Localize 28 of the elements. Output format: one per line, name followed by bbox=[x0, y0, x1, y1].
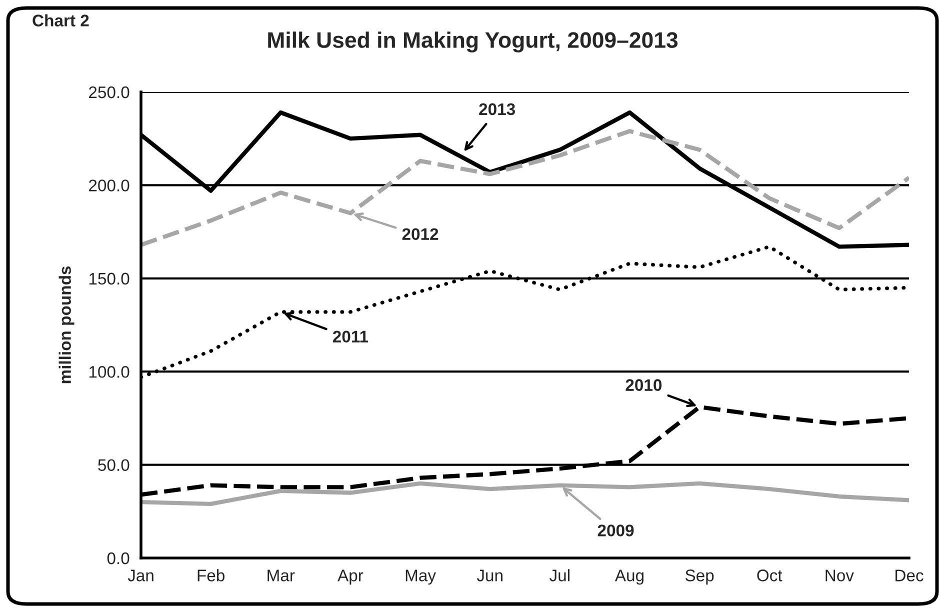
x-tick-label: Aug bbox=[614, 570, 644, 585]
y-tick-label: 250.0 bbox=[89, 86, 130, 98]
x-tick-label: Jul bbox=[550, 569, 570, 582]
text: 2013 bbox=[479, 103, 516, 116]
x-tick-label: May bbox=[406, 570, 436, 585]
y-tick-label: 0.0 bbox=[107, 552, 130, 564]
x-tick-label: Feb bbox=[198, 569, 224, 582]
x-tick-label: Jun bbox=[476, 570, 502, 582]
y-axis-title: million pounds bbox=[58, 266, 74, 384]
x-tick-label: Apr bbox=[338, 570, 364, 585]
y-tick-label: 50.0 bbox=[98, 459, 130, 472]
legend-label: 2009 bbox=[598, 524, 634, 536]
x-tick-label: Oct bbox=[757, 570, 782, 582]
y-tick-label: 150.0 bbox=[89, 272, 130, 285]
x-tick-label: Dec bbox=[896, 570, 924, 582]
series-label: 2011 bbox=[332, 330, 368, 343]
y-tick-label: 200.0 bbox=[89, 180, 130, 192]
caption: Chart 2 bbox=[32, 14, 89, 26]
text: 2010 bbox=[626, 379, 662, 391]
x-tick-label: Nov bbox=[826, 570, 854, 582]
chart-title: Milk Used in Making Yogurt, 2009–2013 bbox=[268, 32, 678, 52]
x-tick-label: Mar bbox=[268, 570, 295, 582]
x-tick-label: Jan bbox=[128, 570, 154, 582]
text: 2012 bbox=[402, 228, 438, 240]
x-tick-label: Sep bbox=[685, 570, 714, 585]
line-series bbox=[141, 481, 909, 506]
y-tick-label: 100.0 bbox=[89, 366, 130, 378]
line-series bbox=[141, 129, 909, 247]
